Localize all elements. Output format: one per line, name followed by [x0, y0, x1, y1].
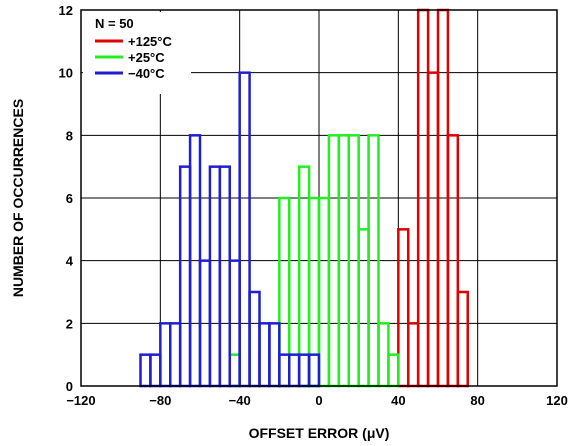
x-tick-label: −80: [149, 393, 171, 408]
x-tick-label: 80: [470, 393, 484, 408]
legend-label: −40°C: [128, 66, 165, 81]
x-tick-label: −40: [229, 393, 251, 408]
x-tick-label: 40: [391, 393, 405, 408]
x-tick-label: −120: [66, 393, 95, 408]
y-tick-label: 2: [66, 316, 73, 331]
y-axis-title: NUMBER OF OCCURRENCES: [10, 99, 26, 297]
x-tick-label: 0: [315, 393, 322, 408]
y-tick-label: 10: [59, 66, 73, 81]
legend: N = 50 +125°C+25°C−40°C: [83, 12, 191, 94]
y-tick-label: 12: [59, 3, 73, 18]
y-tick-label: 0: [66, 379, 73, 394]
legend-label: +25°C: [128, 50, 165, 65]
y-tick-label: 8: [66, 128, 73, 143]
x-axis-title: OFFSET ERROR (μV): [249, 425, 390, 441]
y-tick-label: 6: [66, 191, 73, 206]
legend-items: +125°C+25°C−40°C: [95, 34, 172, 81]
x-tick-label: 120: [546, 393, 568, 408]
legend-title: N = 50: [95, 16, 134, 31]
legend-label: +125°C: [128, 34, 172, 49]
y-tick-label: 4: [66, 254, 74, 269]
